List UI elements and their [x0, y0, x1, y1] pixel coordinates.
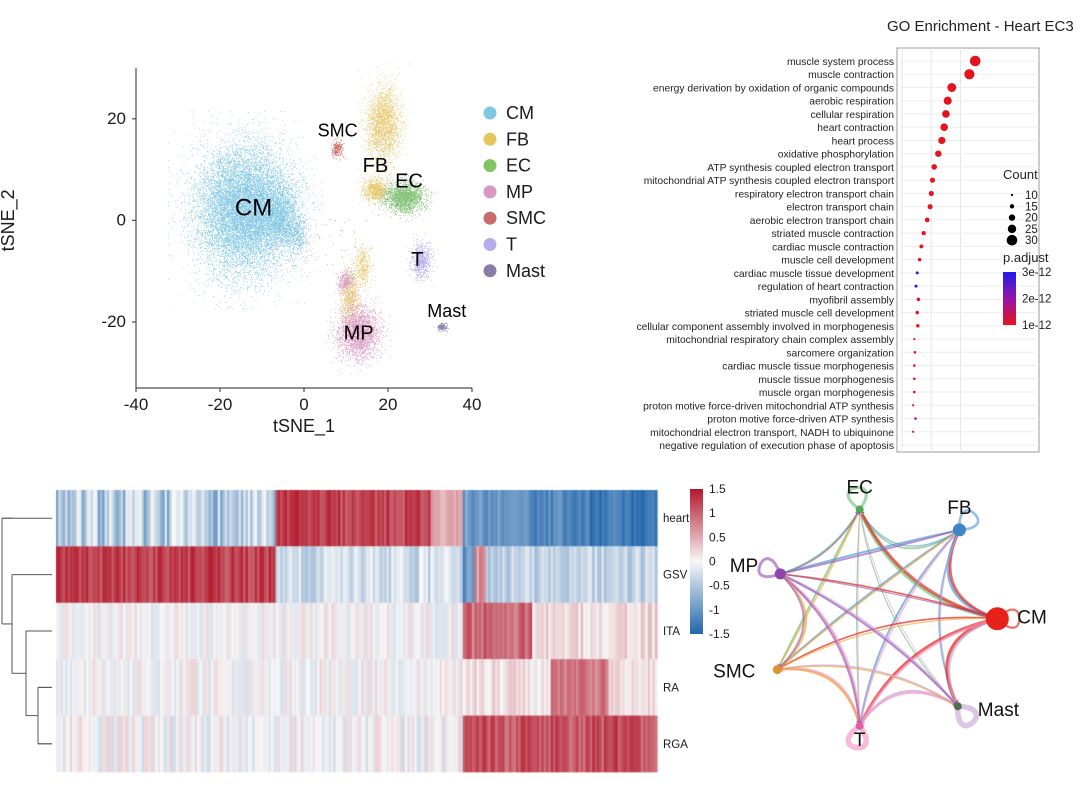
svg-text:20: 20	[379, 395, 398, 414]
svg-text:-40: -40	[124, 395, 149, 414]
svg-text:tSNE_1: tSNE_1	[273, 416, 335, 437]
svg-text:tSNE_2: tSNE_2	[0, 189, 19, 251]
svg-text:40: 40	[463, 395, 482, 414]
svg-text:-20: -20	[208, 395, 233, 414]
svg-text:0: 0	[117, 210, 126, 229]
svg-text:20: 20	[107, 109, 126, 128]
svg-text:-20: -20	[101, 312, 126, 331]
svg-text:0: 0	[299, 395, 308, 414]
